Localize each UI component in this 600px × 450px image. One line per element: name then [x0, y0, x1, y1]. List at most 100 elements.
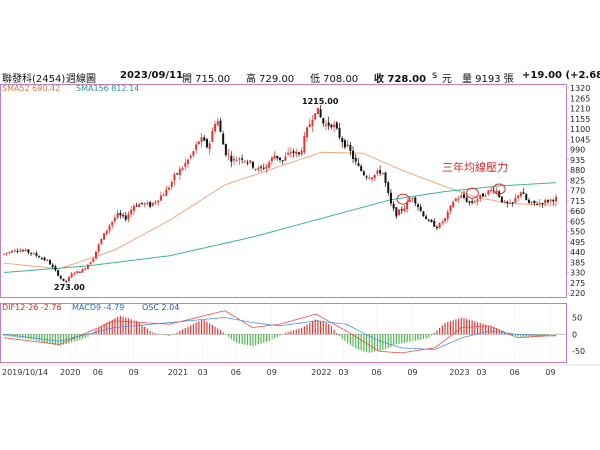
price-tick-label: 770	[570, 187, 585, 196]
candle-body	[246, 162, 249, 164]
time-tick-label: 09	[267, 368, 277, 377]
candle-body	[62, 278, 65, 281]
candle-body	[303, 135, 306, 153]
candle-body	[81, 269, 84, 273]
candle-body	[170, 181, 173, 187]
candle-body	[181, 168, 184, 170]
time-tick-label: 2019/10/14	[2, 368, 48, 377]
close-symbol: s	[432, 70, 438, 81]
candle-body	[111, 221, 114, 226]
candle-body	[151, 202, 154, 206]
candle-body	[219, 120, 222, 132]
candle-body	[452, 202, 455, 207]
candle-body	[300, 150, 303, 155]
candle-body	[400, 209, 403, 211]
time-tick-label: 03	[338, 368, 348, 377]
price-unit: 元	[442, 74, 452, 85]
candle-body	[441, 222, 444, 224]
time-tick-label: 03	[198, 368, 208, 377]
candle-body	[3, 253, 5, 255]
candle-body	[238, 158, 241, 160]
candle-body	[141, 202, 143, 204]
price-tick-label: 1265	[570, 94, 590, 103]
candle-body	[527, 200, 530, 203]
candle-body	[381, 172, 384, 175]
candle-body	[284, 156, 287, 161]
quote-header: 聯發科(2454) 週線圖 2023/09/11 開 715.00 高 729.…	[0, 68, 600, 85]
candle-body	[108, 225, 111, 231]
candle-body	[67, 276, 70, 282]
candle-body	[189, 155, 192, 158]
candle-body	[500, 196, 503, 203]
candle-body	[495, 190, 498, 193]
candle-body	[484, 195, 487, 197]
candle-body	[481, 193, 484, 197]
candle-body	[517, 195, 520, 198]
candle-body	[308, 124, 311, 127]
candle-body	[214, 124, 217, 132]
candle-body	[384, 172, 387, 183]
candle-body	[197, 141, 200, 145]
candle-body	[335, 122, 338, 129]
candle-body	[138, 204, 141, 208]
candle-body	[362, 171, 365, 176]
resistance-circles	[396, 183, 506, 205]
time-tick-label: 06	[372, 368, 382, 377]
candle-body	[411, 197, 414, 199]
candle-body	[341, 138, 344, 143]
time-tick-label: 2020	[60, 368, 80, 377]
candle-body	[417, 204, 419, 207]
candle-body	[157, 200, 160, 203]
time-tick-label: 2022	[311, 368, 331, 377]
price-tick-label: 330	[570, 269, 585, 278]
candle-body	[105, 230, 108, 234]
candle-body	[435, 226, 438, 229]
candle-body	[427, 219, 430, 221]
candle-body	[398, 209, 401, 216]
candle-body	[187, 159, 189, 164]
candle-body	[154, 201, 157, 203]
candle-body	[273, 155, 276, 159]
candle-body	[509, 202, 511, 204]
candle-body	[21, 250, 24, 252]
time-tick-label: 2021	[168, 368, 188, 377]
candle-body	[327, 122, 330, 126]
high-annotation: 1215.00	[302, 97, 339, 106]
candle-body	[241, 158, 244, 160]
candle-body	[103, 233, 106, 240]
candle-body	[546, 200, 549, 203]
resistance-annotation: 三年均線壓力	[442, 160, 508, 174]
candle-body	[168, 187, 171, 190]
price-tick-label: 550	[570, 228, 585, 237]
candle-body	[211, 131, 214, 142]
candle-body	[379, 170, 382, 174]
candle-body	[552, 199, 555, 202]
candle-body	[16, 250, 19, 252]
price-tick-label: 275	[570, 279, 585, 288]
candle-body	[449, 205, 452, 212]
sma156-legend: SMA156 812.14	[76, 84, 139, 93]
candle-body	[365, 176, 368, 178]
candle-body	[19, 250, 22, 252]
candle-body	[13, 250, 16, 252]
candle-body	[127, 214, 130, 220]
candle-body	[295, 151, 298, 155]
candle-body	[230, 155, 233, 162]
candle-body	[338, 127, 341, 138]
candle-body	[51, 264, 54, 267]
price-tick-label: 1210	[570, 105, 590, 114]
candle-body	[279, 157, 281, 160]
candle-body	[84, 268, 87, 270]
candle-body	[205, 139, 208, 148]
candle-body	[76, 271, 79, 273]
candle-body	[389, 192, 392, 204]
candle-body	[316, 107, 319, 115]
macd-tick-label: 50	[572, 313, 582, 322]
candle-body	[124, 215, 127, 220]
candle-body	[70, 273, 73, 278]
price-tick-label: 220	[570, 289, 585, 298]
osc-histogram	[0, 315, 566, 353]
candle-body	[159, 195, 162, 201]
time-tick-label: 06	[231, 368, 241, 377]
